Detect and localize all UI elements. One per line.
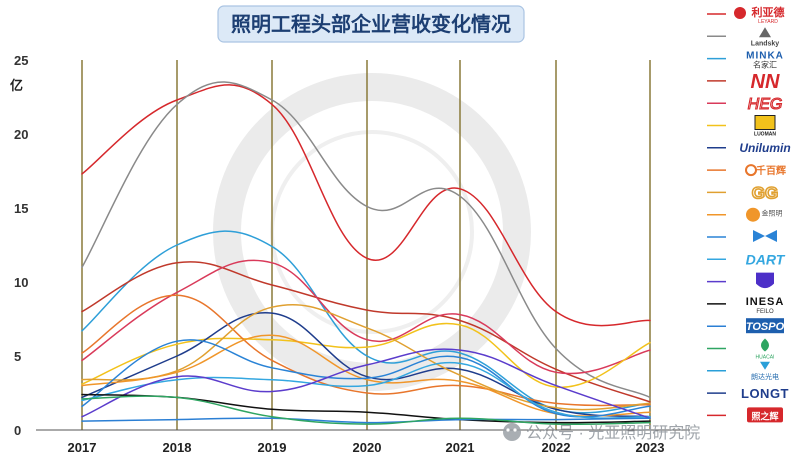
legend-logo-text: GG xyxy=(752,183,778,202)
series-line-16 xyxy=(81,395,651,426)
title-box xyxy=(217,5,525,43)
legend-logo-sub: FEILO xyxy=(756,309,774,315)
watermark-logo xyxy=(213,73,531,391)
legend-item-15: TOSPO xyxy=(707,318,785,334)
legend-logo-sub: LEYARD xyxy=(758,19,778,25)
x-tick-2017: 2017 xyxy=(68,440,97,455)
wechat-icon xyxy=(503,423,521,441)
legend-item-13 xyxy=(707,272,774,289)
legend-logo-text: INESA xyxy=(746,296,785,308)
x-tick-2023: 2023 xyxy=(636,440,665,455)
legend-logo-text: MINKA xyxy=(746,51,784,62)
legend-item-5: HEG xyxy=(707,96,783,114)
langda-icon xyxy=(760,361,770,370)
landsky-icon xyxy=(759,27,771,38)
y-tick-labels: 0 5 10 15 20 25 xyxy=(14,53,28,438)
legend-logo-text: 千百辉 xyxy=(756,164,786,177)
series-line-11 xyxy=(81,339,651,418)
y-tick-15: 15 xyxy=(14,201,28,216)
tospo-badge xyxy=(746,318,784,334)
leyard-icon xyxy=(734,7,746,19)
legend-logo-text: HUACAI xyxy=(756,355,775,361)
legend-logo-text: DART xyxy=(746,251,786,267)
y-tick-20: 20 xyxy=(14,127,28,142)
wechat-watermark: 公众号 · 光亚照明研究院 xyxy=(503,423,700,442)
x-tick-2019: 2019 xyxy=(258,440,287,455)
legend-item-17: 朗达光电 xyxy=(707,361,779,381)
legend-item-9: GG xyxy=(707,183,779,203)
x-tick-2020: 2020 xyxy=(353,440,382,455)
legend-item-12: DART xyxy=(707,251,786,267)
qbh-icon xyxy=(745,164,757,177)
legend-logo-text: LONGT xyxy=(741,386,789,401)
x-tick-2022: 2022 xyxy=(542,440,571,455)
watermark-inner-ring xyxy=(270,130,474,334)
legend-logo-text: 金照明 xyxy=(762,209,783,218)
legend-item-7: Unilumin xyxy=(707,141,791,155)
series-line-12 xyxy=(81,361,651,419)
legend-item-18: LONGT xyxy=(707,386,789,401)
series-line-7 xyxy=(81,312,651,418)
jzm-icon xyxy=(746,207,760,222)
huacai-icon xyxy=(761,338,769,352)
legend-item-11 xyxy=(707,230,777,242)
zzh-badge xyxy=(747,407,783,423)
series-line-8 xyxy=(81,294,651,407)
y-tick-25: 25 xyxy=(14,53,28,68)
luoman-icon xyxy=(754,115,776,130)
legend-logo-text: 朗达光电 xyxy=(751,372,779,381)
series-line-2 xyxy=(81,81,651,399)
x-tick-labels: 2017 2018 2019 2020 2021 2022 2023 xyxy=(68,440,665,455)
legend-item-19: 照之辉 xyxy=(707,407,783,423)
legend-item-8: 千百辉 xyxy=(707,164,786,177)
series-line-5 xyxy=(81,259,651,375)
legend-logo-text: LUOMAN xyxy=(754,132,776,138)
legend-item-4: NN xyxy=(707,71,780,93)
legend-logo-text: Landsky xyxy=(751,40,780,47)
watermark-ring xyxy=(213,73,531,391)
legend-logo-text: TOSPO xyxy=(746,321,785,333)
legend-item-6: LUOMAN xyxy=(707,115,776,138)
series-line-13 xyxy=(81,348,651,419)
legend-item-2: Landsky xyxy=(707,27,779,47)
wechat-watermark-text: 公众号 · 光亚照明研究院 xyxy=(526,424,700,442)
legend-item-16: HUACAI xyxy=(707,338,775,361)
series-group xyxy=(81,81,651,426)
y-tick-0: 0 xyxy=(14,423,21,438)
legend-logo-text: 照之辉 xyxy=(751,410,778,421)
legend-logo-text: Unilumin xyxy=(739,141,790,155)
series-line-9 xyxy=(81,304,651,411)
series-line-1 xyxy=(81,84,651,327)
series-line-15 xyxy=(81,417,651,424)
y-tick-5: 5 xyxy=(14,349,21,364)
legend-logo-text: 利亚德 xyxy=(752,5,785,19)
x-tick-2018: 2018 xyxy=(163,440,192,455)
bowtie-icon xyxy=(753,230,777,242)
legend-logo-sub: 名家汇 xyxy=(753,60,777,70)
wechat-icon-eye-right xyxy=(513,428,517,432)
series-line-4 xyxy=(81,261,651,403)
chart-title: 照明工程头部企业营收变化情况 xyxy=(231,12,511,36)
legend-logo-text: HEG xyxy=(748,96,783,113)
legend-item-10: 金照明 xyxy=(707,207,783,222)
shield-icon xyxy=(756,272,774,289)
wechat-icon-eye-left xyxy=(506,428,510,432)
legend-logo-text: NN xyxy=(751,71,780,93)
y-axis-unit: 亿 xyxy=(10,78,23,93)
series-line-6 xyxy=(81,322,651,388)
y-tick-10: 10 xyxy=(14,275,28,290)
x-tick-2021: 2021 xyxy=(446,440,475,455)
